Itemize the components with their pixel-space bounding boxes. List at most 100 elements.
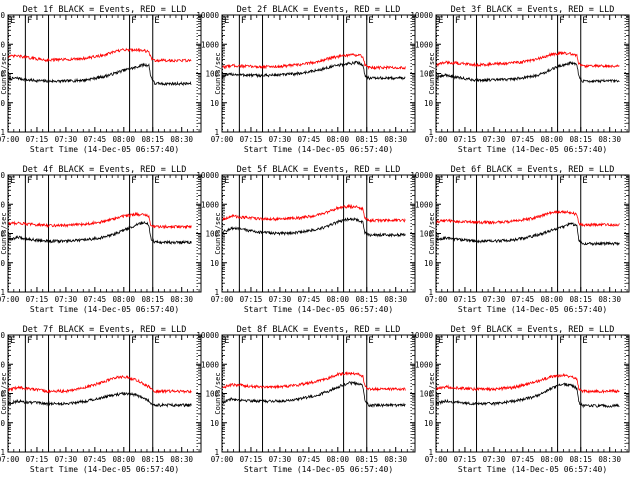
chart-panel: Det 9f BLACK = Events, RED = LLD Counts/s… [410,325,630,474]
x-tick-label: 07:00 [425,295,448,304]
lld-series-line [221,203,406,224]
x-tick-label: 08:15 [569,295,592,304]
y-tick-label: 100 [419,70,433,79]
y-tick-label: 100 [0,230,5,239]
chart-panel: Det 8f BLACK = Events, RED = LLD Counts/s… [196,325,416,474]
y-tick-label: 10 [424,99,434,108]
y-tick-label: 1 [428,128,433,137]
y-axis-label: Counts/sec [0,372,8,414]
chart-title: Det 5f BLACK = Events, RED = LLD [237,165,401,175]
x-tick-label: 07:00 [0,455,20,464]
x-tick-label: 07:00 [0,135,20,144]
x-tick-label: 07:15 [454,135,477,144]
x-tick-label: 07:45 [84,295,107,304]
marker-label: E [224,16,229,26]
y-tick-label: 1 [214,448,219,457]
x-axis-label: Start Time (14-Dec-05 06:57:40) [458,305,607,314]
x-tick-label: 07:00 [211,295,234,304]
x-tick-label: 08:30 [598,455,621,464]
x-tick-label: 07:00 [211,135,234,144]
marker-label: E [582,336,587,346]
y-tick-label: 100 [205,70,219,79]
y-axis-label: Counts/sec [214,212,222,254]
events-series-line [221,60,406,81]
marker-label: E [368,16,373,26]
events-series-line [221,216,406,238]
y-tick-label: 1000 [0,360,5,369]
y-axis-label: Counts/sec [0,52,8,94]
x-tick-label: 08:00 [541,295,564,304]
y-tick-label: 1000 [415,40,434,49]
x-tick-label: 07:45 [512,135,535,144]
x-tick-label: 08:00 [541,135,564,144]
marker-label: E [154,336,159,346]
chart-panel: Det 3f BLACK = Events, RED = LLD Counts/s… [410,5,630,154]
lld-series-line [7,47,192,63]
y-axis-label: Counts/sec [428,212,436,254]
chart-title: Det 6f BLACK = Events, RED = LLD [451,165,615,175]
x-tick-label: 07:15 [26,295,49,304]
x-tick-label: 07:30 [55,135,78,144]
x-tick-label: 08:30 [598,295,621,304]
y-axis-label: Counts/sec [214,52,222,94]
marker-label: E [438,16,443,26]
x-tick-label: 07:15 [240,135,263,144]
chart-panel: Det 5f BLACK = Events, RED = LLD Counts/s… [196,165,416,314]
lld-series-line [435,209,620,228]
y-tick-label: 100 [205,230,219,239]
x-tick-label: 07:45 [298,455,321,464]
y-tick-label: 10000 [410,11,433,20]
y-tick-label: 10 [210,99,220,108]
x-axis-label: Start Time (14-Dec-05 06:57:40) [244,465,393,474]
x-tick-label: 07:30 [269,455,292,464]
y-tick-label: 1 [0,288,5,297]
y-tick-label: 10000 [196,331,219,340]
marker-label: F [345,176,350,186]
marker-label: F [27,336,32,346]
x-tick-label: 07:15 [26,455,49,464]
chart-title: Det 2f BLACK = Events, RED = LLD [237,5,401,15]
y-tick-label: 1 [0,128,5,137]
y-tick-label: 10 [210,259,220,268]
marker-label: F [345,16,350,26]
x-tick-label: 07:15 [454,455,477,464]
x-tick-label: 07:45 [84,135,107,144]
y-tick-label: 1 [428,288,433,297]
y-tick-label: 100 [0,390,5,399]
lld-series-line [435,373,620,394]
y-axis-label: Counts/sec [428,52,436,94]
y-axis-label: Counts/sec [214,372,222,414]
x-tick-label: 08:00 [113,135,136,144]
marker-label: F [455,176,460,186]
x-tick-label: 07:00 [425,135,448,144]
lld-series-line [221,53,406,71]
chart-title: Det 8f BLACK = Events, RED = LLD [237,325,401,335]
lld-series-line [7,211,192,230]
x-tick-label: 08:30 [384,135,407,144]
x-axis-label: Start Time (14-Dec-05 06:57:40) [30,465,179,474]
x-tick-label: 08:00 [327,455,350,464]
y-tick-label: 10 [0,419,5,428]
plot-frame [221,14,416,133]
x-tick-label: 07:45 [298,295,321,304]
events-series-line [435,221,620,247]
marker-label: F [241,176,246,186]
y-tick-label: 1 [428,448,433,457]
y-tick-label: 1 [214,128,219,137]
plot-frame [435,334,630,453]
x-tick-label: 07:00 [425,455,448,464]
x-tick-label: 08:15 [355,455,378,464]
y-tick-label: 100 [419,230,433,239]
marker-label: E [438,336,443,346]
x-axis-label: Start Time (14-Dec-05 06:57:40) [244,145,393,154]
x-tick-label: 08:15 [141,295,164,304]
y-tick-label: 1000 [0,200,5,209]
chart-panel: Det 4f BLACK = Events, RED = LLD Counts/s… [0,165,202,314]
x-tick-label: 07:00 [211,455,234,464]
marker-label: F [131,16,136,26]
x-axis-label: Start Time (14-Dec-05 06:57:40) [30,305,179,314]
chart-title: Det 1f BLACK = Events, RED = LLD [23,5,187,15]
plot-frame [7,174,202,293]
y-tick-label: 10000 [0,171,5,180]
